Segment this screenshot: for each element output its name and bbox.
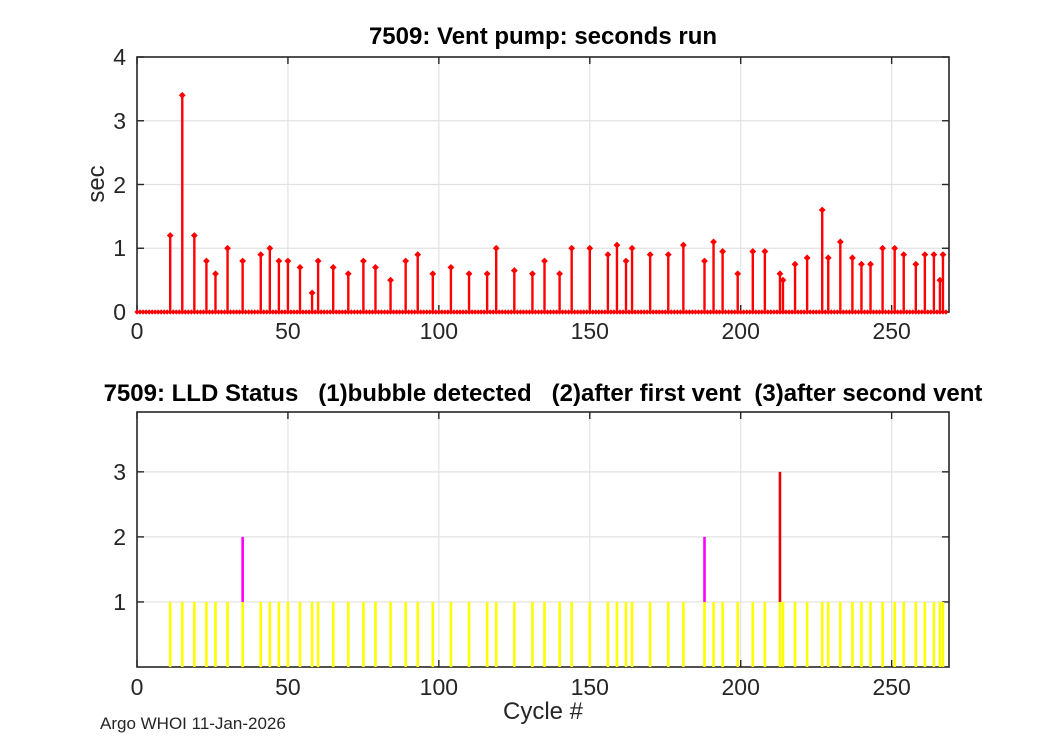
x-tick-label: 0 — [130, 674, 144, 700]
y-tick-label: 4 — [113, 44, 126, 70]
y-tick-label: 3 — [113, 107, 126, 134]
x-tick-label: 50 — [275, 674, 301, 700]
y-tick-label: 2 — [113, 523, 126, 550]
cycle-number-axis-label: Cycle # — [502, 698, 584, 725]
x-tick-label: 0 — [130, 318, 144, 344]
y-tick-label: 2 — [113, 171, 126, 198]
x-tick-label: 100 — [419, 318, 459, 344]
vent-pump-chart — [134, 56, 950, 315]
y-tick-label: 1 — [113, 588, 126, 615]
vent-pump-stem-series — [134, 91, 949, 315]
y-tick-label: 0 — [113, 299, 126, 325]
x-tick-label: 250 — [872, 318, 911, 344]
lld-status-chart — [136, 411, 950, 668]
lld-status-bar-series — [168, 471, 945, 667]
x-tick-label: 150 — [570, 674, 609, 700]
lld-status-chart-title: 7509: LLD Status (1)bubble detected (2)a… — [103, 380, 983, 407]
y-tick-label: 3 — [113, 458, 126, 485]
x-tick-label: 150 — [570, 318, 609, 344]
x-tick-label: 200 — [721, 318, 760, 344]
x-tick-label: 100 — [419, 674, 459, 700]
x-tick-label: 50 — [275, 318, 301, 344]
y-tick-label: 1 — [113, 235, 126, 262]
figure-footer-caption: Argo WHOI 11-Jan-2026 — [100, 714, 286, 733]
x-tick-label: 200 — [721, 674, 760, 700]
vent-pump-chart-title: 7509: Vent pump: seconds run — [368, 23, 718, 50]
x-tick-label: 250 — [872, 674, 911, 700]
